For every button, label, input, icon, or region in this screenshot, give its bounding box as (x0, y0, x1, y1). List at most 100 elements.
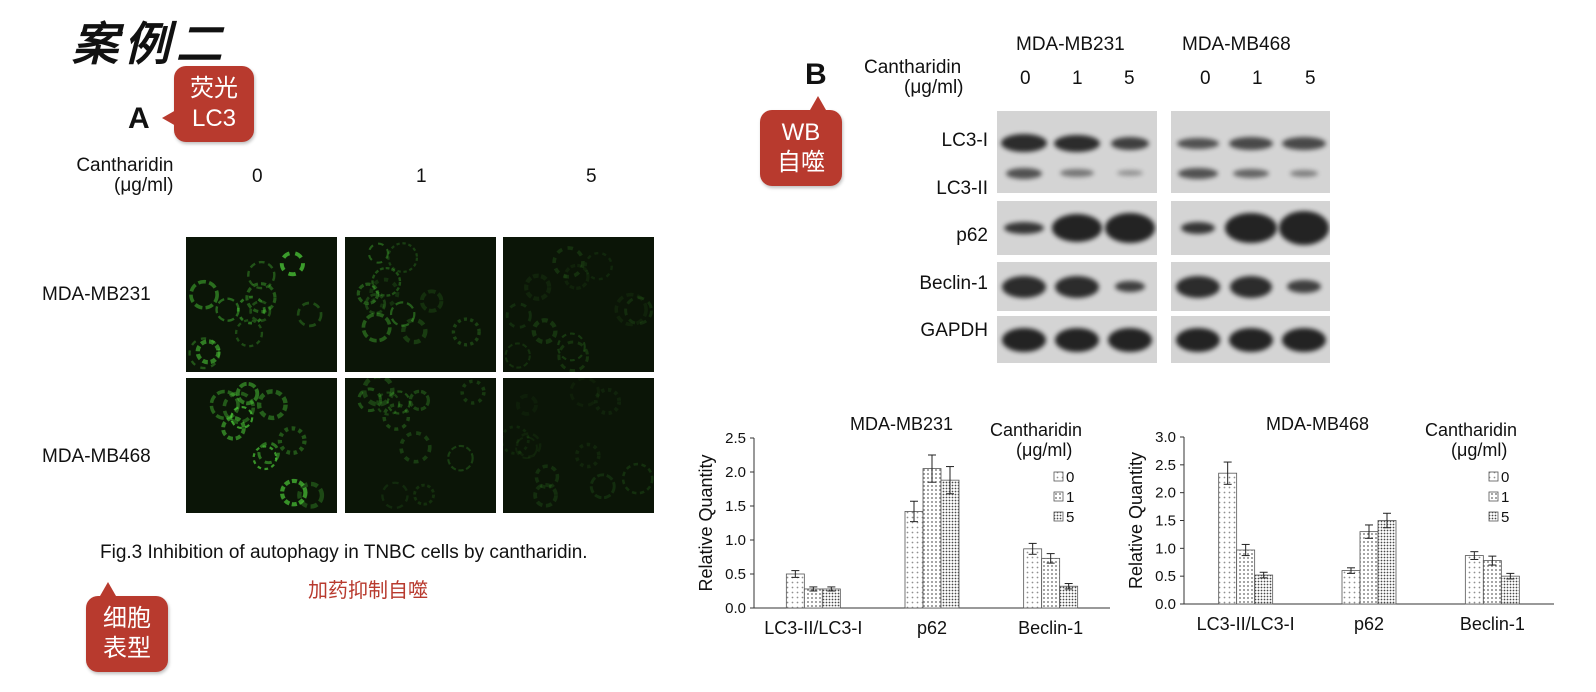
protein-label: LC3-II (936, 178, 988, 199)
callout-tail (162, 110, 176, 126)
bar (940, 479, 960, 609)
blot-strip (997, 111, 1157, 193)
blot-strip (1171, 262, 1330, 311)
panel-b-letter: B (805, 58, 827, 91)
callout-cell-line2: 表型 (103, 635, 151, 662)
cell-line-header: MDA-MB468 (1182, 34, 1291, 55)
cell-fluorescence (188, 251, 323, 370)
x-tick-label: Beclin-1 (1018, 618, 1083, 638)
dose-label: 5 (586, 166, 597, 187)
y-tick-label: 0.5 (725, 566, 746, 583)
legend-swatch (1053, 471, 1064, 482)
legend-label: 1 (1066, 489, 1074, 506)
blot-band (1175, 275, 1220, 298)
bar (785, 573, 805, 609)
blot-band (1115, 281, 1146, 292)
wb-dose: 0 (1200, 68, 1211, 89)
panel-b-treatment-label: Cantharidin (μg/ml) (864, 58, 964, 98)
legend-label: 0 (1501, 469, 1509, 486)
blot-band (1001, 275, 1046, 298)
blot-band (1229, 275, 1272, 298)
legend: Cantharidin(μg/ml) 0 1 5 (1425, 420, 1517, 526)
figure-caption: Fig.3 Inhibition of autophagy in TNBC ce… (100, 542, 588, 563)
cell-fluorescence (504, 246, 653, 372)
callout-wb-line1: WB (781, 119, 821, 146)
legend-label: 5 (1501, 509, 1509, 526)
row-label: MDA-MB231 (42, 284, 151, 305)
blot-band (1281, 136, 1326, 150)
y-tick-label: 1.5 (725, 498, 746, 515)
blot-band (1054, 134, 1100, 152)
y-axis-label: Relative Quantity (1126, 452, 1146, 589)
y-tick-label: 1.0 (1155, 540, 1176, 557)
blot-band (1176, 137, 1219, 149)
callout-cell-line1: 细胞 (103, 605, 151, 632)
cell-line-header: MDA-MB231 (1016, 34, 1125, 55)
y-axis-label: Relative Quantity (696, 454, 716, 591)
bar-chart-mda-mb468: 0.0 0.5 1.0 1.5 2.0 2.5 3.0 Relative Quantity MD… (1126, 414, 1554, 634)
blot-band (1111, 136, 1150, 150)
y-tick-label: 3.0 (1155, 429, 1176, 446)
bar (1023, 548, 1043, 609)
x-tick-label: Beclin-1 (1460, 614, 1525, 634)
bar (821, 588, 841, 609)
blot-band (1060, 169, 1094, 177)
y-tick-label: 2.5 (725, 430, 746, 447)
protein-label: GAPDH (920, 320, 988, 341)
blot-band (1175, 327, 1220, 352)
legend-title: (μg/ml) (1016, 440, 1072, 460)
blot-band (1003, 222, 1044, 234)
micrograph-cell (186, 237, 337, 372)
legend-title: (μg/ml) (1451, 440, 1507, 460)
treatment-name: Cantharidin (76, 155, 174, 176)
row-label: MDA-MB468 (42, 446, 151, 467)
wb-dose: 5 (1124, 68, 1135, 89)
micrograph-cell (345, 237, 496, 372)
bar (1236, 549, 1256, 605)
bar (1218, 472, 1238, 605)
panel-a-treatment-label: Cantharidin (μg/ml) (72, 155, 174, 196)
treatment-unit: (μg/ml) (904, 77, 964, 98)
blot-band (1228, 327, 1273, 352)
callout-cell-phenotype: 细胞 表型 (86, 582, 168, 672)
bar (1482, 560, 1502, 605)
caption-note: 加药抑制自噬 (308, 580, 428, 602)
wb-dose: 1 (1072, 68, 1083, 89)
legend-swatch (1488, 491, 1499, 502)
y-tick-label: 0.5 (1155, 568, 1176, 585)
protein-label: p62 (956, 225, 988, 246)
blot-band (1289, 169, 1318, 177)
bar (1041, 557, 1061, 609)
blot-band (1055, 275, 1099, 298)
panel-a-letter: A (128, 102, 150, 135)
x-tick-label: p62 (917, 618, 947, 638)
bar (803, 588, 823, 609)
legend-label: 0 (1066, 469, 1074, 486)
bar (1500, 575, 1520, 605)
blot-band (1232, 168, 1269, 178)
slide-title: 案例二 (72, 17, 228, 71)
wb-dose: 1 (1252, 68, 1263, 89)
cell-fluorescence (357, 378, 486, 510)
legend: Cantharidin(μg/ml) 0 1 5 (990, 420, 1082, 526)
blot-strip (1171, 111, 1330, 193)
dose-label: 1 (416, 166, 427, 187)
protein-label: LC3-I (941, 130, 988, 151)
y-tick-label: 1.5 (1155, 513, 1176, 530)
legend-label: 5 (1066, 509, 1074, 526)
legend-swatch (1488, 471, 1499, 482)
bar (904, 511, 924, 609)
blot-band (1281, 327, 1326, 352)
bar (1341, 570, 1361, 605)
blot-strip (997, 316, 1157, 363)
y-tick-label: 2.5 (1155, 457, 1176, 474)
blot-band (1000, 134, 1047, 152)
micrograph-cell (186, 378, 337, 513)
y-tick-label: 0.0 (1155, 596, 1176, 613)
blot-band (1108, 327, 1153, 352)
dose-label: 0 (252, 166, 263, 187)
bar-chart-mda-mb231: 0.0 0.5 1.0 1.5 2.0 2.5 Relative Quantity MDA-M… (696, 414, 1110, 638)
wb-dose: 0 (1020, 68, 1031, 89)
callout-wb: WB 自噬 (760, 96, 842, 186)
wb-dose: 5 (1305, 68, 1316, 89)
